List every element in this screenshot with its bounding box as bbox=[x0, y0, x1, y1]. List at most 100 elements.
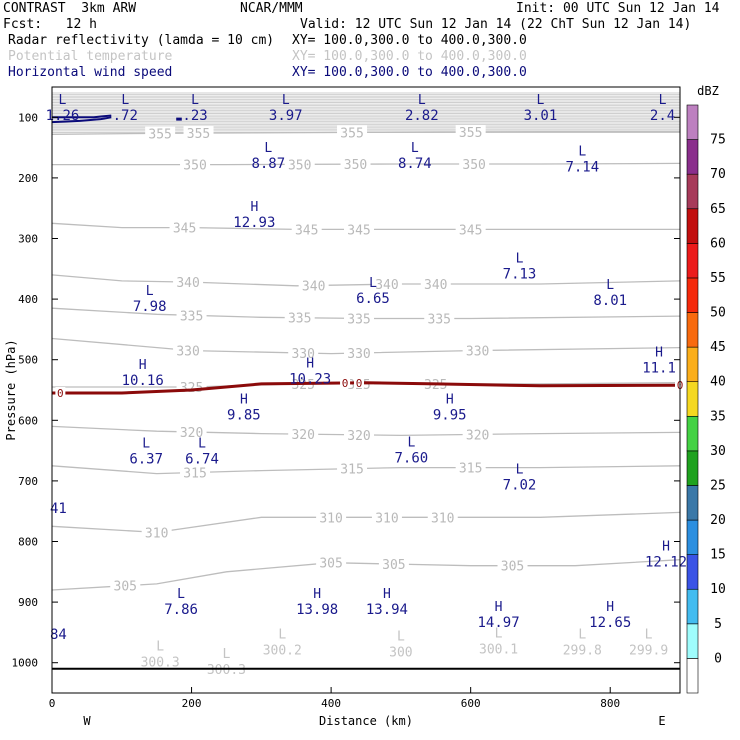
theta-label-bg bbox=[378, 557, 409, 571]
colorbar-level-label: 10 bbox=[710, 582, 726, 597]
wind-speed-markers: L1.26L.72L.23L3.97L2.82L3.01L2.4L8.87L8.… bbox=[46, 93, 688, 643]
wind-marker-letter: L bbox=[282, 93, 290, 108]
field-wind-xy: XY= 100.0,300.0 to 400.0,300.0 bbox=[292, 65, 527, 80]
theta-label-bg bbox=[427, 510, 458, 524]
colorbar-swatch bbox=[686, 623, 699, 659]
y-tick-label: 700 bbox=[18, 475, 38, 488]
wind-marker-letter: L bbox=[177, 587, 185, 602]
y-tick-label: 600 bbox=[18, 414, 38, 427]
theta-label: 350 bbox=[344, 158, 367, 173]
theta-label: 345 bbox=[459, 223, 482, 238]
theta-label: 330 bbox=[347, 347, 370, 362]
colorbar-swatch bbox=[686, 658, 699, 694]
theta-label-bg bbox=[340, 157, 371, 171]
theta-label-bg bbox=[344, 311, 375, 325]
theta-label: 355 bbox=[148, 127, 171, 142]
theta-label-bg bbox=[344, 427, 375, 441]
theta-label: 350 bbox=[288, 158, 311, 173]
surface-theta-marker-letter: L bbox=[278, 628, 286, 643]
y-axis-title: Pressure (hPa) bbox=[4, 339, 18, 440]
theta-label: 320 bbox=[466, 428, 489, 443]
colorbar-swatch bbox=[686, 208, 699, 244]
wind-marker-value: 3.01 bbox=[524, 108, 558, 124]
field-reflectivity-xy: XY= 100.0,300.0 to 400.0,300.0 bbox=[292, 33, 527, 48]
colorbar-level-label: 60 bbox=[710, 236, 726, 251]
wind-marker-value: 11.1 bbox=[642, 361, 676, 377]
colorbar-level-label: 65 bbox=[710, 202, 726, 217]
wind-marker-value: 12.65 bbox=[589, 615, 631, 631]
theta-label: 325 bbox=[424, 378, 447, 393]
surface-theta-marker-letter: L bbox=[495, 626, 503, 641]
surface-theta-marker-value: 299.8 bbox=[563, 644, 602, 659]
theta-label-bg bbox=[344, 222, 375, 236]
theta-label-bg bbox=[371, 277, 402, 291]
theta-label-bg bbox=[459, 156, 490, 170]
theta-label: 350 bbox=[183, 159, 206, 174]
theta-label-bg bbox=[180, 157, 211, 171]
theta-label: 355 bbox=[459, 126, 482, 141]
wind-marker-value: .72 bbox=[113, 108, 138, 124]
colorbar-swatch bbox=[686, 519, 699, 555]
surface-theta-marker-letter: L bbox=[223, 647, 231, 662]
x-tick-label: 400 bbox=[321, 697, 341, 710]
colorbar-swatch bbox=[686, 450, 699, 486]
colorbar-level-label: 35 bbox=[710, 409, 726, 424]
wind-marker-letter: L bbox=[369, 276, 377, 291]
theta-label: 320 bbox=[180, 426, 203, 441]
theta-label-bg bbox=[424, 311, 455, 325]
theta-label-bg bbox=[173, 275, 204, 289]
colorbar-level-label: 5 bbox=[714, 617, 722, 632]
colorbar-level-label: 50 bbox=[710, 306, 726, 321]
wind-marker-value: 2.4 bbox=[650, 108, 675, 124]
wind-marker-letter: L bbox=[418, 93, 426, 108]
x-end-east: E bbox=[658, 714, 665, 728]
theta-label-bg bbox=[455, 125, 486, 139]
theta-label: 330 bbox=[176, 344, 199, 359]
y-tick-label: 300 bbox=[18, 233, 38, 246]
y-tick-label: 200 bbox=[18, 172, 38, 185]
x-tick-label: 0 bbox=[49, 697, 56, 710]
wind-marker-letter: L bbox=[516, 252, 524, 267]
wind-marker-value: 9.95 bbox=[433, 407, 467, 423]
x-tick-label: 800 bbox=[600, 697, 620, 710]
theta-label: 315 bbox=[183, 467, 206, 482]
reflectivity-label-bg bbox=[354, 376, 365, 388]
surface-theta-marker-value: 300.1 bbox=[479, 642, 518, 657]
theta-label: 330 bbox=[291, 347, 314, 362]
theta-label-bg bbox=[183, 126, 214, 140]
theta-label-bg bbox=[180, 465, 211, 479]
theta-label: 325 bbox=[291, 378, 314, 393]
reflectivity-label-bg bbox=[340, 376, 351, 388]
upper-wind-contour bbox=[52, 114, 112, 119]
theta-contour-315 bbox=[51, 465, 681, 475]
colorbar-level-label: 55 bbox=[710, 271, 726, 286]
wind-marker-value: 13.94 bbox=[366, 602, 408, 618]
wind-marker-letter: L bbox=[121, 93, 129, 108]
reflectivity-zero-label: 0 bbox=[342, 377, 349, 390]
wind-marker-letter: H bbox=[139, 358, 147, 373]
reflectivity-zero-contour bbox=[52, 381, 681, 395]
producer-label: NCAR/MMM bbox=[240, 1, 303, 16]
theta-label-bg bbox=[462, 427, 493, 441]
wind-marker-letter: L bbox=[411, 141, 419, 156]
wind-marker-letter: L bbox=[606, 278, 614, 293]
theta-label: 310 bbox=[319, 511, 342, 526]
axes: 100 200 300 400 500 600 700 800 900 1000 0 200 400 60… bbox=[4, 111, 680, 728]
surface-theta-marker-value: 299.9 bbox=[629, 644, 668, 659]
surface-theta-marker-value: 300 bbox=[389, 645, 412, 660]
theta-label-bg bbox=[176, 308, 207, 322]
init-time: Init: 00 UTC Sun 12 Jan 14 bbox=[516, 1, 720, 16]
field-wind-label: Horizontal wind speed bbox=[8, 65, 173, 80]
colorbar-level-label: 20 bbox=[710, 513, 726, 528]
wind-marker-letter: L bbox=[142, 437, 150, 452]
y-tick-label: 1000 bbox=[12, 657, 39, 670]
theta-label: 335 bbox=[428, 312, 451, 327]
forecast-hour: Fcst: 12 h bbox=[3, 17, 97, 32]
theta-contour-330 bbox=[51, 337, 681, 355]
theta-contour-320 bbox=[51, 425, 681, 437]
wind-marker-value: 13.98 bbox=[296, 602, 338, 618]
theta-label: 345 bbox=[347, 223, 370, 238]
colorbar-swatch bbox=[686, 104, 699, 140]
surface-theta-marker-letter: L bbox=[156, 640, 164, 655]
